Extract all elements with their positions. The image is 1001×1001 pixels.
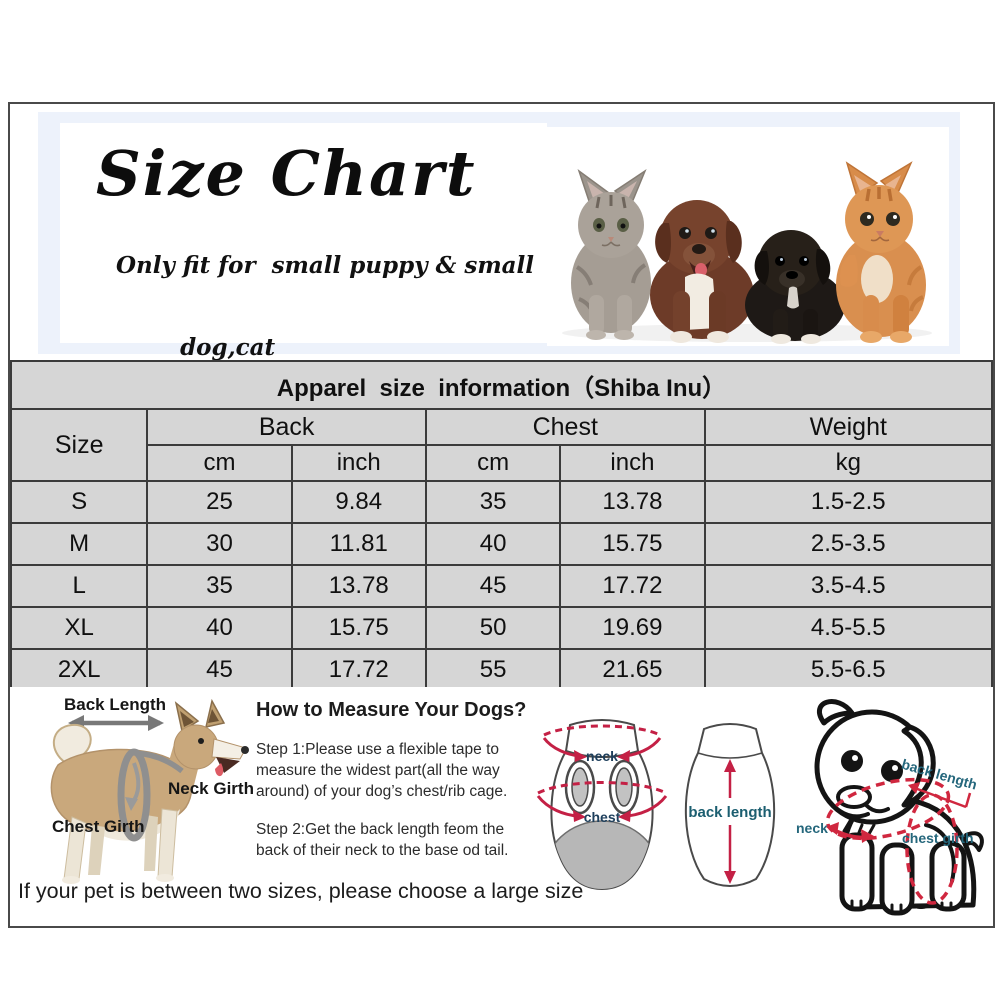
page-title: Size Chart [96,137,477,210]
measure-guide-section: Back Length Neck Girth Chest Girth How t… [10,687,993,924]
cell-chest-inch: 13.78 [559,480,706,524]
cell-weight: 3.5-4.5 [703,564,994,608]
kittens-and-puppies-image [547,127,949,346]
cell-chest-cm: 40 [424,522,562,566]
unit-weight-kg: kg [703,444,994,482]
subtitle-line2: dog,cat [180,334,276,361]
table-row-2xl: 2XL 45 17.72 55 21.65 5.5-6.5 [9,648,994,692]
table-row-xl: XL 40 15.75 50 19.69 4.5-5.5 [9,606,994,650]
cell-weight: 2.5-3.5 [703,522,994,566]
cell-chest-inch: 17.72 [559,564,706,608]
garment-front-illustration: neck chest [536,719,668,891]
cell-back-inch: 15.75 [290,606,427,650]
pets-photo [547,127,949,346]
table-title: Apparel size information（Shiba Inu） [10,360,993,410]
page-subtitle: Only fit for small puppy & small dog,cat [116,245,534,368]
cell-chest-cm: 45 [424,564,562,608]
cell-size: M [9,522,149,566]
cell-chest-inch: 15.75 [559,522,706,566]
back-length-label: Back Length [64,695,167,714]
puppy-sketch-diagram: neck chest girth back length [780,687,985,922]
cell-chest-inch: 19.69 [559,606,706,650]
cell-chest-cm: 35 [424,480,562,524]
col-header-size: Size [9,408,149,482]
puppy-outline-illustration: neck chest girth back length [796,699,984,916]
cell-size: S [9,480,149,524]
size-advice-note: If your pet is between two sizes, please… [18,879,584,903]
unit-chest-inch: inch [559,444,706,482]
cell-back-inch: 9.84 [290,480,427,524]
dog-measurement-diagram: Back Length Neck Girth Chest Girth [16,693,254,893]
cell-weight: 4.5-5.5 [703,606,994,650]
subtitle-line1: Only fit for small puppy & small [116,252,535,279]
garment-neck-label: neck [586,748,618,764]
gray-kitten-illustration [571,169,651,340]
garment-chest-label: chest [584,809,621,825]
table-row-l: L 35 13.78 45 17.72 3.5-4.5 [9,564,994,608]
col-header-chest: Chest [424,408,706,446]
orange-kitten-illustration [836,161,926,343]
cell-weight: 1.5-2.5 [703,480,994,524]
cell-chest-inch: 21.65 [559,648,706,692]
cell-back-inch: 17.72 [290,648,427,692]
cell-back-cm: 40 [146,606,293,650]
cell-size: XL [9,606,149,650]
cell-size: L [9,564,149,608]
header-section: Size Chart Only fit for small puppy & sm… [10,104,993,361]
cell-chest-cm: 50 [424,606,562,650]
cell-back-cm: 45 [146,648,293,692]
measure-step-2: Step 2:Get the back length feom the back… [256,821,509,859]
measure-step-1: Step 1:Please use a flexible tape to mea… [256,741,508,800]
title-card: Size Chart Only fit for small puppy & sm… [60,123,547,361]
table-row-m: M 30 11.81 40 15.75 2.5-3.5 [9,522,994,566]
content-frame: Size Chart Only fit for small puppy & sm… [8,102,995,928]
unit-back-inch: inch [290,444,427,482]
table-group-header-row: Size Back Chest Weight [9,408,994,482]
cell-back-inch: 13.78 [290,564,427,608]
measure-instructions: How to Measure Your Dogs? Step 1:Please … [256,699,538,861]
cell-back-inch: 11.81 [290,522,427,566]
black-puppy-illustration [745,230,845,344]
garment-back-diagram: back length [674,695,786,900]
unit-back-cm: cm [146,444,293,482]
size-table-section: Apparel size information（Shiba Inu） Size… [9,360,994,692]
brown-puppy-illustration [650,200,754,343]
garment-back-length-label: back length [688,804,771,821]
cell-size: 2XL [9,648,149,692]
chest-girth-label: Chest Girth [52,817,145,836]
table-row-s: S 25 9.84 35 13.78 1.5-2.5 [9,480,994,524]
garment-front-diagram: neck chest [534,695,674,900]
puppy-chest-girth-label: chest girth [902,830,974,846]
cell-back-cm: 35 [146,564,293,608]
table-unit-header-row: cm inch cm inch kg [11,444,994,482]
puppy-neck-label: neck [796,820,828,836]
cell-weight: 5.5-6.5 [703,648,994,692]
cell-back-cm: 30 [146,522,293,566]
table-title-row: Apparel size information（Shiba Inu） [10,360,993,410]
cell-back-cm: 25 [146,480,293,524]
garment-back-illustration: back length [684,723,776,887]
dog-side-illustration [50,698,249,884]
size-table: Apparel size information（Shiba Inu） Size… [9,360,994,692]
neck-girth-label: Neck Girth [168,779,254,798]
cell-chest-cm: 55 [424,648,562,692]
measure-heading: How to Measure Your Dogs? [256,699,527,721]
col-header-weight: Weight [703,408,994,446]
col-header-back: Back [146,408,427,446]
unit-chest-cm: cm [424,444,562,482]
